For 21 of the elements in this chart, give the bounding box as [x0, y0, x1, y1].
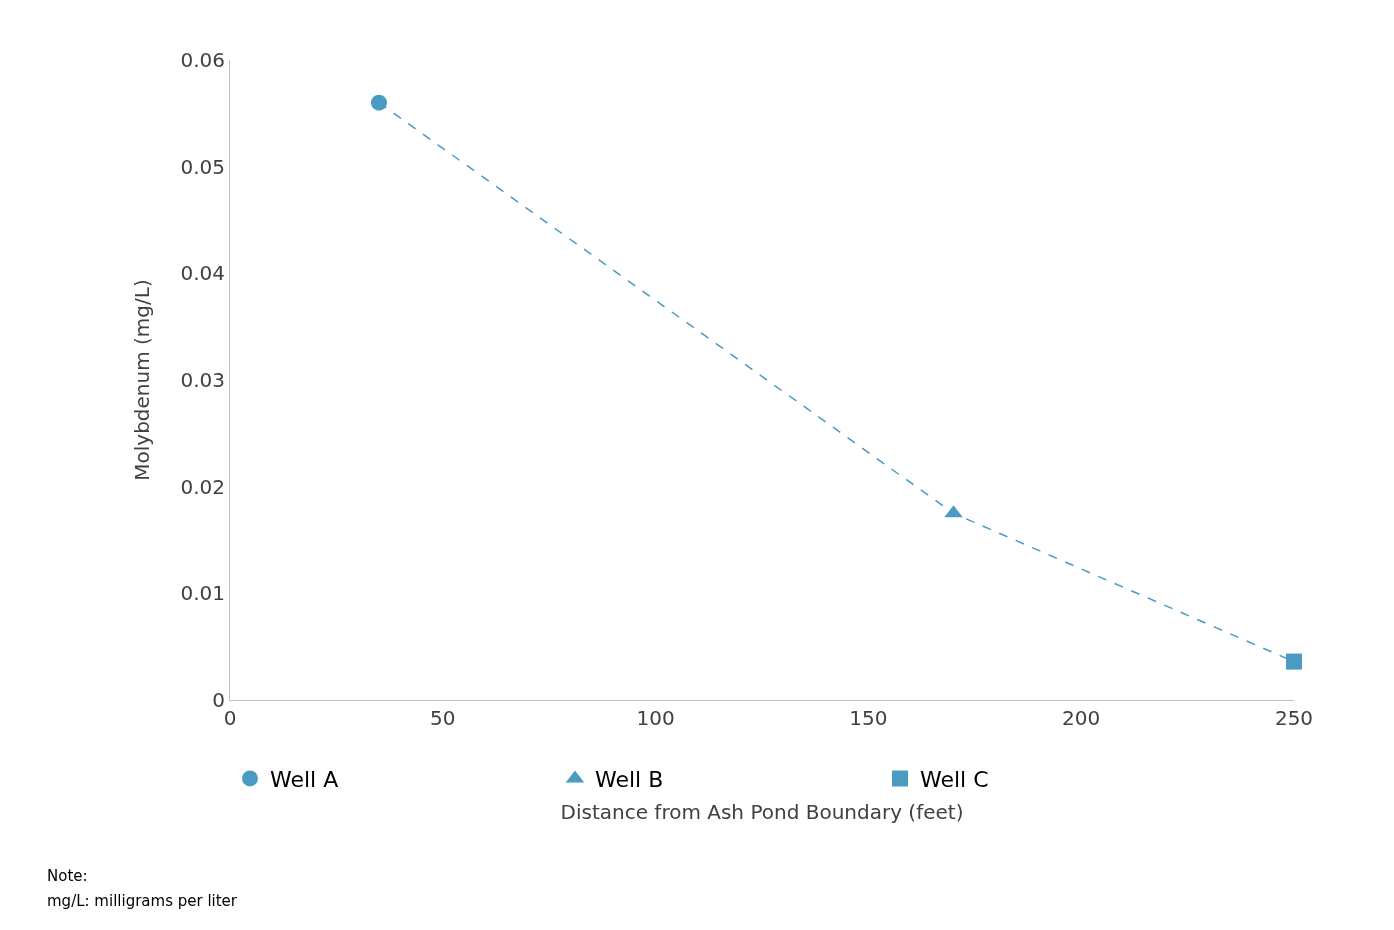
- legend-label: Well A: [270, 766, 339, 792]
- y-tick-label: 0.01: [180, 581, 225, 606]
- legend-label: Well C: [920, 766, 989, 792]
- x-axis-title: Distance from Ash Pond Boundary (feet): [560, 799, 964, 824]
- x-tick-label: 150: [849, 706, 888, 730]
- x-tick-label: 200: [1062, 706, 1101, 730]
- y-tick-label: 0.06: [180, 48, 225, 72]
- text: mg/L: milligrams per liter: [47, 892, 238, 910]
- y-tick-label: 0: [212, 688, 225, 712]
- x-tick-label: 50: [430, 706, 456, 730]
- x-tick-label: 100: [636, 706, 675, 730]
- y-axis-title: Molybdenum (mg/L): [129, 279, 154, 481]
- y-tick-label: 0.02: [180, 474, 225, 499]
- y-tick-label: 0.05: [180, 154, 225, 179]
- point: [1286, 653, 1302, 670]
- y-tick-label: 0.04: [180, 261, 225, 286]
- y-tick-label: 0.03: [180, 368, 225, 392]
- point: [370, 94, 387, 111]
- text: Note:: [47, 867, 88, 885]
- legend-label: Well B: [595, 766, 664, 792]
- x-tick-label: 250: [1274, 706, 1314, 730]
